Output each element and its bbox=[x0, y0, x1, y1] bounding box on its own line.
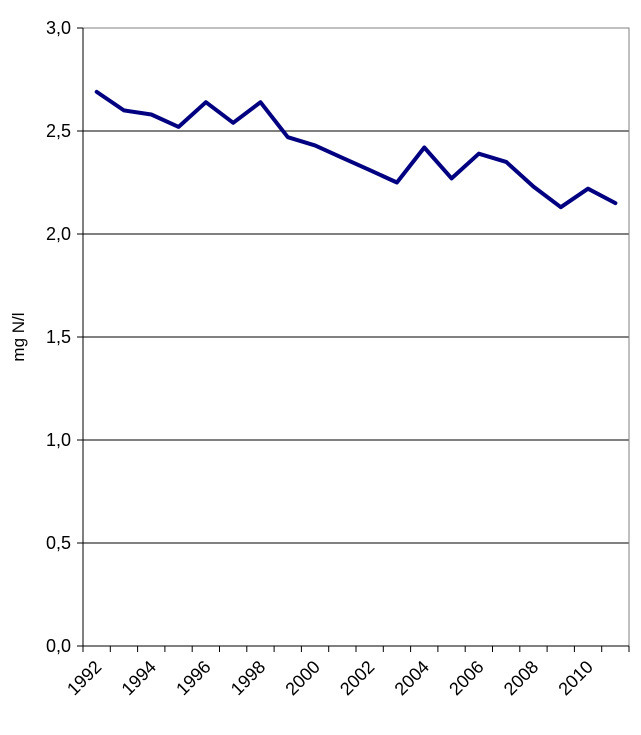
y-tick-label: 1,0 bbox=[46, 430, 71, 450]
x-tick-label: 2004 bbox=[391, 657, 433, 699]
x-tick-label: 1998 bbox=[227, 657, 269, 699]
y-tick-label: 1,5 bbox=[46, 327, 71, 347]
y-tick-label: 3,0 bbox=[46, 18, 71, 38]
y-axis-ticks: 0,0 0,5 1,0 1,5 2,0 2,5 3,0 bbox=[46, 18, 83, 656]
x-tick-label: 2006 bbox=[445, 657, 487, 699]
x-tick-label: 2000 bbox=[281, 657, 323, 699]
y-tick-label: 2,5 bbox=[46, 121, 71, 141]
series-layer bbox=[94, 89, 618, 210]
x-tick-label: 2008 bbox=[500, 657, 542, 699]
y-tick-label: 0,5 bbox=[46, 533, 71, 553]
grid-lines bbox=[83, 27, 629, 544]
x-tick-label: 2002 bbox=[336, 657, 378, 699]
x-tick-label: 1992 bbox=[63, 657, 105, 699]
series-line bbox=[94, 89, 618, 210]
x-tick-label: 1996 bbox=[172, 657, 214, 699]
y-axis-label: mg N/l bbox=[9, 312, 28, 361]
x-tick-label: 1994 bbox=[118, 657, 160, 699]
y-tick-label: 2,0 bbox=[46, 224, 71, 244]
x-tick-label: 2010 bbox=[554, 657, 596, 699]
x-axis-ticks: 1992 1994 1996 1998 2000 2002 2004 2006 2008 2010 bbox=[63, 646, 630, 699]
y-tick-label: 0,0 bbox=[46, 636, 71, 656]
